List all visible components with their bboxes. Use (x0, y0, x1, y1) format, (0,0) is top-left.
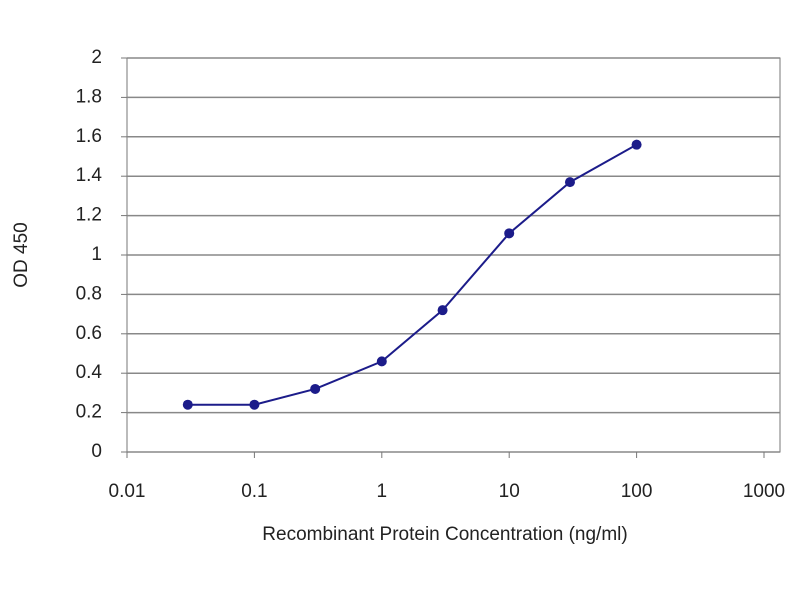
x-tick-label: 0.01 (109, 481, 146, 502)
y-tick-label: 1.8 (76, 86, 102, 107)
y-tick-label: 2 (91, 47, 102, 68)
y-tick-label: 0.6 (76, 323, 102, 344)
y-axis-label: OD 450 (11, 222, 32, 287)
data-point (182, 399, 193, 410)
y-tick-label: 1.4 (76, 165, 103, 186)
data-point (249, 399, 260, 410)
y-tick-label: 0.8 (76, 283, 102, 304)
data-line (187, 143, 638, 406)
data-point (564, 177, 575, 188)
y-tick-label: 1.6 (76, 126, 102, 147)
x-tick-label: 1 (377, 481, 388, 502)
data-point (631, 139, 642, 150)
data-point (437, 305, 448, 316)
x-tick-label: 10 (499, 481, 520, 502)
data-point (310, 383, 321, 394)
x-axis-label: Recombinant Protein Concentration (ng/ml… (262, 524, 627, 545)
x-tick-label: 0.1 (241, 481, 267, 502)
data-point (504, 228, 515, 239)
y-tick-label: 0.2 (76, 402, 102, 423)
data-point (376, 356, 387, 367)
x-tick-label: 100 (621, 481, 653, 502)
y-tick-label: 0 (91, 441, 102, 462)
y-tick-label: 1.2 (76, 205, 102, 226)
y-tick-label: 1 (91, 244, 102, 265)
x-tick-label: 1000 (743, 481, 785, 502)
y-tick-label: 0.4 (76, 362, 103, 383)
